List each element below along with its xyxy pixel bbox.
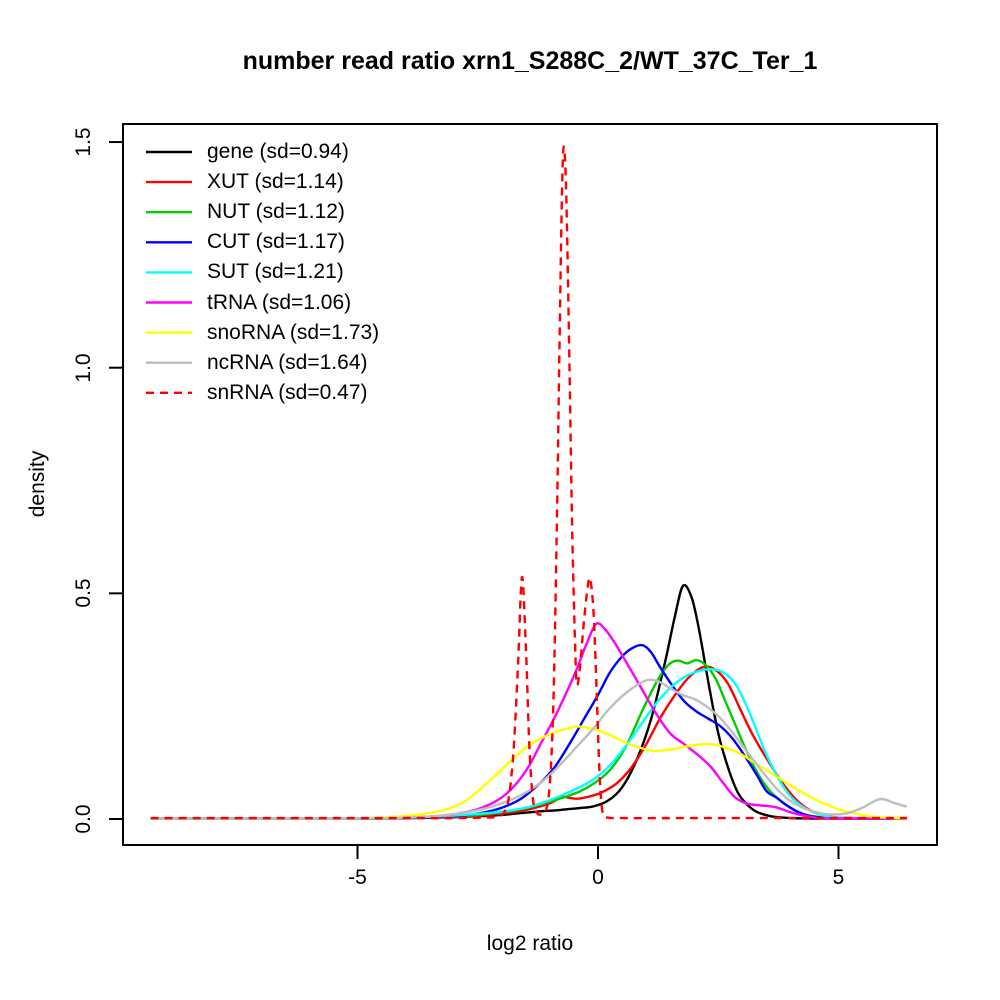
legend-item-label: ncRNA (sd=1.64) bbox=[207, 350, 368, 374]
legend-item-label: SUT (sd=1.21) bbox=[207, 260, 344, 284]
legend-item-label: gene (sd=0.94) bbox=[207, 140, 349, 163]
legend-item-label: tRNA (sd=1.06) bbox=[207, 290, 352, 314]
legend-item-label: snoRNA (sd=1.73) bbox=[207, 320, 380, 344]
legend-item-label: NUT (sd=1.12) bbox=[207, 200, 345, 224]
legend-item-label: CUT (sd=1.17) bbox=[207, 230, 345, 254]
density-curve-SUT bbox=[150, 667, 907, 820]
density-curve-snoRNA bbox=[150, 725, 907, 820]
density-curve-ncRNA bbox=[150, 678, 908, 820]
density-curve-NUT bbox=[150, 658, 907, 820]
legend-item-label: snRNA (sd=0.47) bbox=[207, 380, 368, 404]
y-tick-label: 0.5 bbox=[72, 578, 95, 608]
curves-group bbox=[150, 145, 908, 820]
plot-frame bbox=[122, 123, 938, 846]
y-tick-label: 1.0 bbox=[72, 353, 95, 383]
legend-item-label: XUT (sd=1.14) bbox=[207, 170, 344, 194]
y-tick-label: 0.0 bbox=[72, 804, 95, 834]
density-curve-snRNA bbox=[150, 145, 907, 820]
x-axis-label: log2 ratio bbox=[486, 932, 574, 955]
y-tick-label: 1.5 bbox=[72, 127, 95, 157]
density-curve-CUT bbox=[150, 643, 907, 820]
x-tick-label: -5 bbox=[348, 866, 367, 889]
chart-title: number read ratio xrn1_S288C_2/WT_37C_Te… bbox=[242, 47, 818, 75]
x-tick-label: 0 bbox=[592, 866, 604, 889]
x-tick-label: 5 bbox=[832, 866, 845, 889]
